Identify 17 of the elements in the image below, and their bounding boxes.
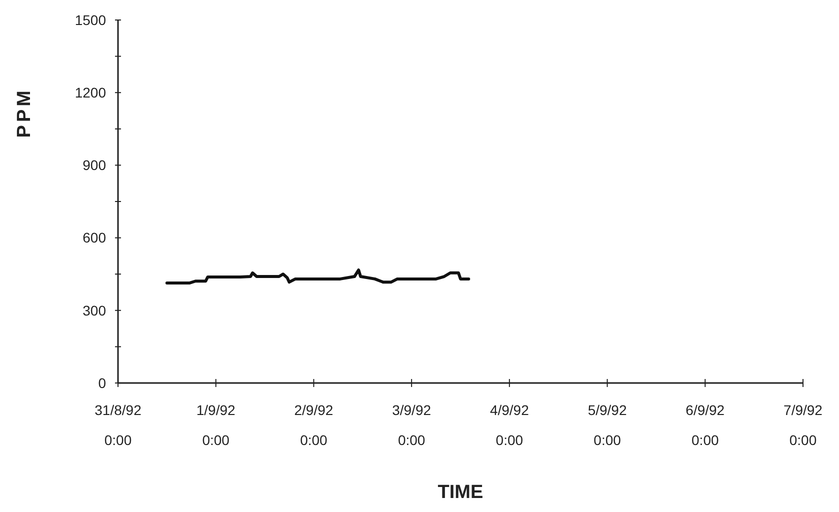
y-tick-label: 1500 — [74, 12, 106, 28]
x-tick-label: 1/9/92 0:00 — [196, 402, 236, 448]
y-tick-label: 600 — [82, 230, 106, 246]
x-tick-label: 2/9/92 0:00 — [294, 402, 334, 448]
x-tick-label: 5/9/92 0:00 — [588, 402, 627, 448]
x-tick-label: 31/8/92 0:00 — [94, 402, 142, 448]
x-tick-label: 3/9/92 0:00 — [392, 402, 432, 448]
x-axis-title: TIME — [438, 482, 484, 503]
y-tick-label: 900 — [82, 157, 106, 174]
x-tick-label: 6/9/92 0:00 — [686, 402, 725, 448]
y-tick-label: 1200 — [74, 84, 106, 100]
y-tick-label: 300 — [82, 302, 106, 318]
x-tick-label: 4/9/92 0:00 — [490, 402, 530, 448]
y-axis-title: PPM — [14, 88, 35, 138]
y-tick-label: 0 — [98, 374, 106, 391]
line-series — [165, 268, 470, 285]
x-tick-label: 7/9/92 0:00 — [784, 402, 823, 448]
